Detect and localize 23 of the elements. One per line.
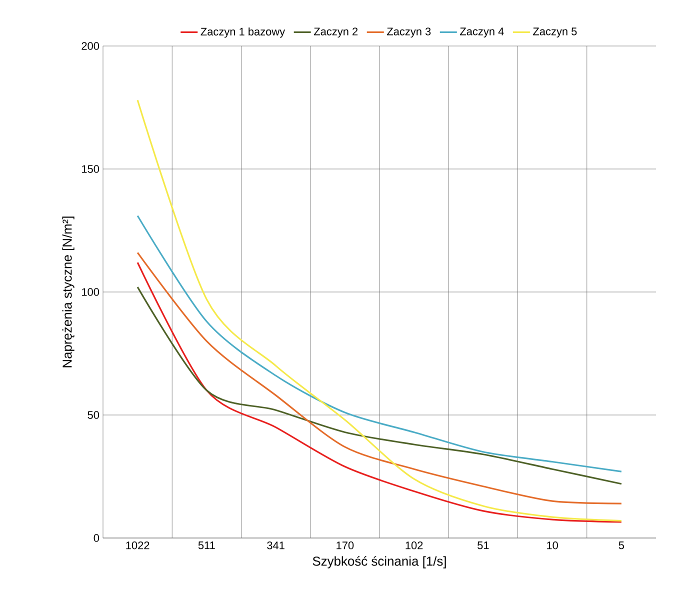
legend-label: Zaczyn 4 [460,28,504,38]
x-axis-title: Szybkość ścinania [1/s] [312,556,446,568]
line-series [136,286,622,485]
y-axis-title: Naprężenia styczne [N/m²] [62,216,74,368]
x-tick-label: 1022 [126,542,150,550]
y-tick-label: 150 [82,165,100,173]
legend-label: Zaczyn 3 [387,28,431,38]
legend-label: Zaczyn 2 [314,28,358,38]
line-series [136,99,622,522]
x-tick-label: 10 [547,542,558,550]
x-tick-label: 511 [198,542,215,550]
legend-label: Zaczyn 1 bazowy [200,27,286,38]
y-tick-label: 200 [82,42,100,50]
x-tick-label: 51 [478,542,489,550]
x-tick-label: 5 [618,542,624,550]
y-tick-label: 50 [88,411,100,419]
y-tick-label: 100 [82,288,100,296]
legend-label: Zaczyn 5 [533,28,577,38]
x-tick-label: 102 [406,542,423,550]
y-tick-label: 0 [94,534,100,542]
x-tick-label: 170 [336,542,354,550]
x-tick-label: 341 [267,542,284,550]
line-series [136,214,622,472]
